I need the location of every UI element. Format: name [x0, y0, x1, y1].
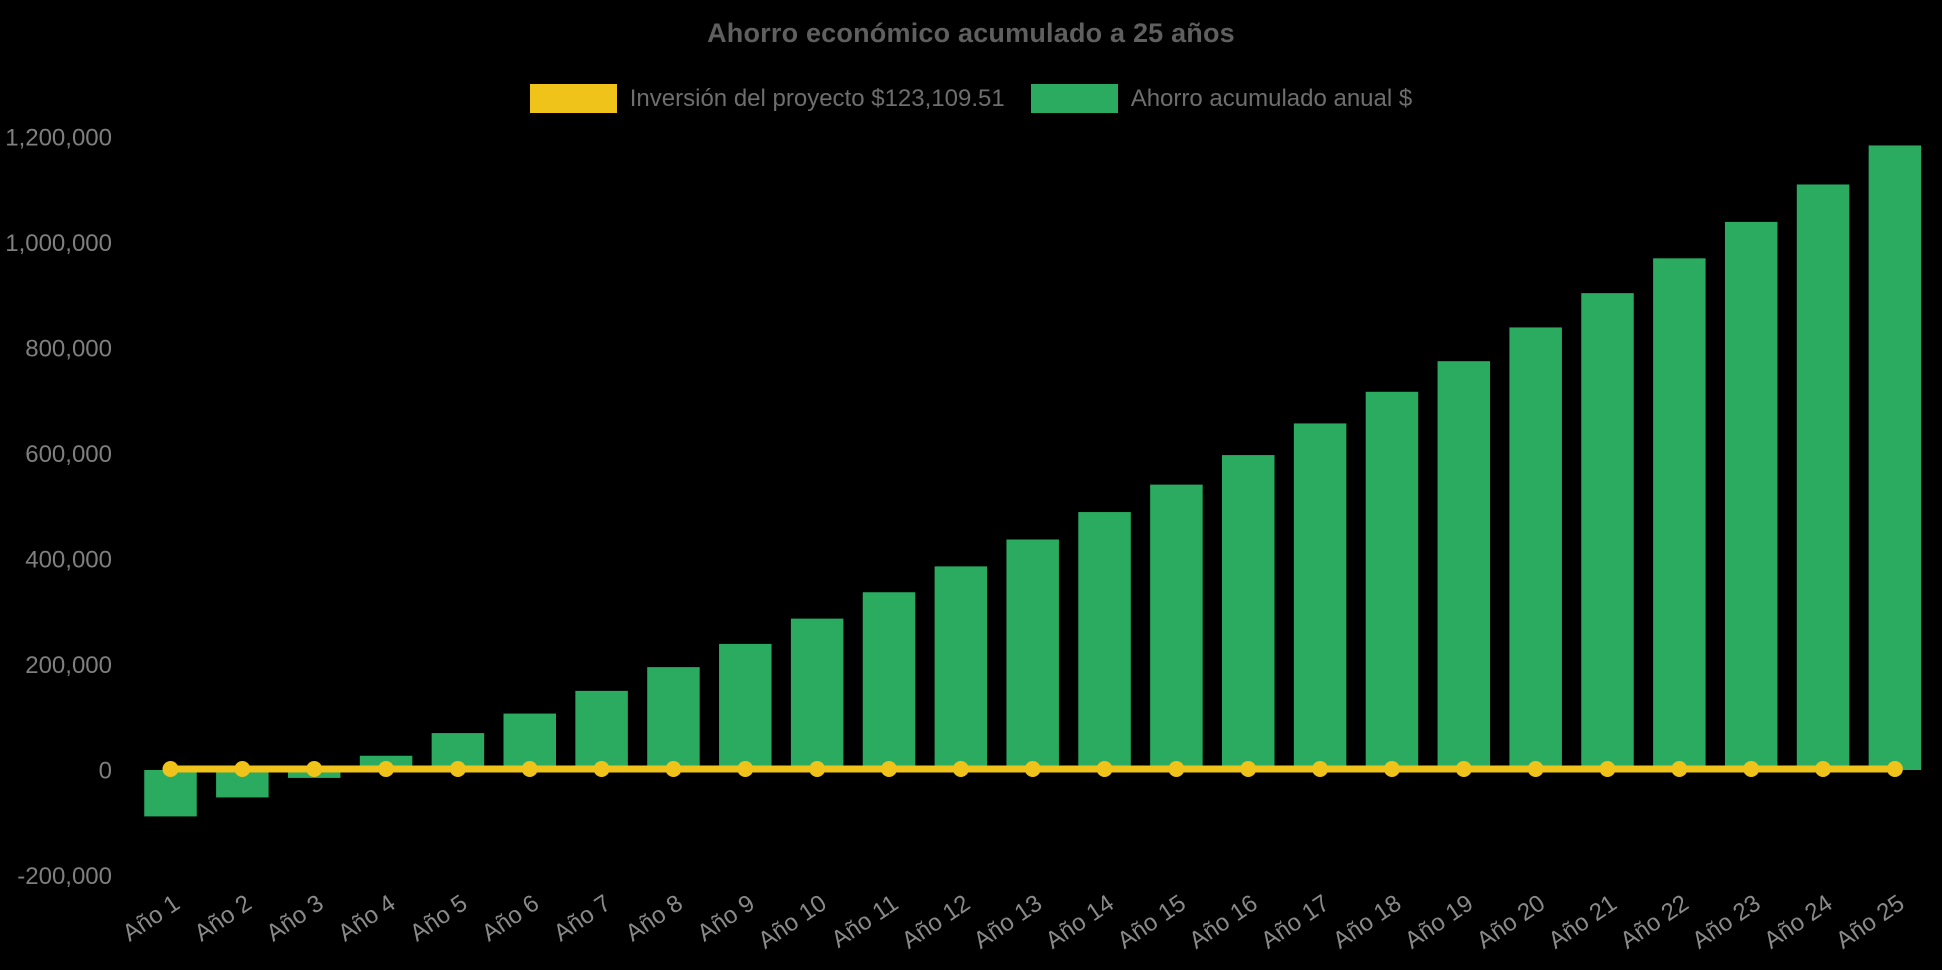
point-año-4[interactable] [378, 761, 395, 777]
y-tick-label: 800,000 [25, 336, 112, 363]
x-label-año-5: Año 5 [405, 890, 472, 947]
x-label-año-20: Año 20 [1472, 890, 1550, 955]
point-año-7[interactable] [593, 761, 610, 777]
point-año-20[interactable] [1527, 761, 1544, 777]
x-label-año-25: Año 25 [1831, 890, 1909, 955]
point-año-6[interactable] [521, 761, 538, 777]
x-label-año-15: Año 15 [1113, 890, 1191, 955]
legend-item-inversion[interactable]: Inversión del proyecto $123,109.51 [529, 84, 1005, 113]
bar-año-11[interactable] [862, 592, 916, 770]
x-label-año-9: Año 9 [693, 890, 760, 947]
x-label-año-24: Año 24 [1759, 890, 1837, 955]
bar-año-25[interactable] [1868, 145, 1922, 770]
bar-año-18[interactable] [1365, 391, 1419, 770]
point-año-24[interactable] [1815, 761, 1832, 777]
bar-año-23[interactable] [1724, 221, 1778, 771]
bar-año-6[interactable] [503, 713, 557, 770]
y-tick-label: 1,200,000 [5, 125, 112, 152]
point-año-19[interactable] [1455, 761, 1472, 777]
x-label-año-10: Año 10 [753, 890, 831, 955]
bar-año-9[interactable] [719, 643, 772, 770]
point-año-14[interactable] [1096, 761, 1113, 777]
point-año-25[interactable] [1886, 761, 1903, 777]
y-tick-label: 400,000 [25, 547, 112, 574]
legend: Inversión del proyecto $123,109.51 Ahorr… [0, 84, 1942, 113]
point-año-16[interactable] [1240, 761, 1257, 777]
point-año-3[interactable] [306, 761, 323, 777]
bar-año-14[interactable] [1078, 512, 1131, 770]
y-tick-label: 1,000,000 [5, 230, 112, 257]
y-tick-label: 600,000 [25, 441, 112, 468]
point-año-1[interactable] [162, 761, 179, 777]
x-label-año-8: Año 8 [621, 890, 688, 947]
bar-año-24[interactable] [1796, 184, 1850, 771]
point-año-2[interactable] [234, 761, 251, 777]
bar-año-10[interactable] [790, 618, 844, 770]
point-año-13[interactable] [1024, 761, 1041, 777]
y-tick-label: 200,000 [25, 652, 112, 679]
bar-año-19[interactable] [1437, 361, 1491, 770]
bar-año-13[interactable] [1006, 539, 1059, 770]
x-label-año-14: Año 14 [1041, 890, 1119, 955]
point-año-17[interactable] [1312, 761, 1329, 777]
point-año-12[interactable] [952, 761, 969, 777]
point-año-5[interactable] [449, 761, 466, 777]
bar-año-22[interactable] [1653, 258, 1706, 770]
point-año-23[interactable] [1743, 761, 1760, 777]
bar-año-12[interactable] [934, 566, 988, 770]
bar-año-8[interactable] [647, 667, 700, 770]
x-label-año-6: Año 6 [477, 890, 544, 947]
x-label-año-19: Año 19 [1400, 890, 1478, 955]
legend-swatch-inversion-icon [529, 84, 617, 113]
x-label-año-22: Año 22 [1616, 890, 1694, 955]
point-año-21[interactable] [1599, 761, 1616, 777]
x-label-año-17: Año 17 [1256, 890, 1334, 955]
x-label-año-13: Año 13 [969, 890, 1047, 955]
x-label-año-11: Año 11 [827, 890, 904, 954]
point-año-9[interactable] [737, 761, 754, 777]
x-label-año-16: Año 16 [1184, 890, 1262, 955]
legend-swatch-ahorro-icon [1030, 84, 1118, 113]
x-label-año-21: Año 21 [1544, 890, 1622, 955]
bar-año-16[interactable] [1222, 455, 1275, 770]
x-label-año-12: Año 12 [897, 890, 975, 955]
x-label-año-1: Año 1 [118, 890, 185, 947]
legend-label-ahorro: Ahorro acumulado anual $ [1130, 85, 1413, 112]
bar-año-1[interactable] [144, 770, 197, 817]
y-tick-label: 0 [99, 758, 112, 785]
x-label-año-23: Año 23 [1687, 890, 1765, 955]
x-label-año-3: Año 3 [261, 890, 328, 947]
x-label-año-4: Año 4 [333, 890, 400, 947]
point-año-15[interactable] [1168, 761, 1185, 777]
x-label-año-7: Año 7 [549, 890, 616, 947]
chart-title: Ahorro económico acumulado a 25 años [707, 18, 1235, 48]
point-año-10[interactable] [809, 761, 826, 777]
bar-año-15[interactable] [1150, 484, 1203, 770]
x-label-año-18: Año 18 [1328, 890, 1406, 955]
bar-año-20[interactable] [1509, 327, 1562, 770]
x-label-año-2: Año 2 [190, 890, 257, 947]
bar-año-17[interactable] [1293, 423, 1347, 770]
point-año-11[interactable] [881, 761, 897, 777]
bar-año-21[interactable] [1581, 293, 1634, 770]
legend-label-inversion: Inversión del proyecto $123,109.51 [629, 85, 1005, 112]
point-año-8[interactable] [665, 761, 682, 777]
point-año-22[interactable] [1671, 761, 1688, 777]
y-tick-label: -200,000 [17, 863, 112, 890]
point-año-18[interactable] [1383, 761, 1400, 777]
bar-año-7[interactable] [575, 690, 628, 770]
legend-item-ahorro[interactable]: Ahorro acumulado anual $ [1030, 84, 1413, 113]
